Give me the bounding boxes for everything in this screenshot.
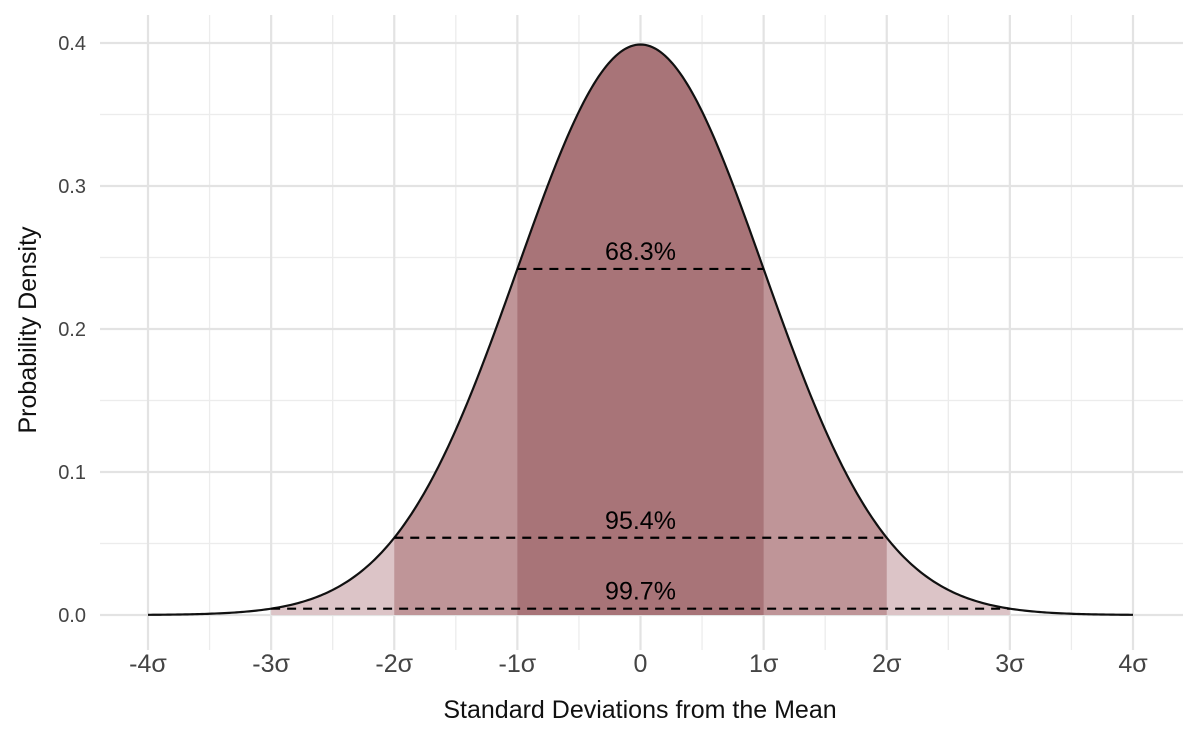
x-tick-label: 0 (634, 650, 648, 678)
y-tick-label: 0.2 (58, 319, 86, 341)
annotations: 68.3% 95.4% 99.7% (271, 238, 1010, 610)
x-tick-label: -4σ (129, 650, 167, 678)
x-tick-label: 1σ (749, 650, 779, 678)
bands (271, 44, 1010, 615)
annotation-label: 99.7% (605, 578, 676, 606)
y-tick-label: 0.4 (58, 33, 86, 55)
y-tick-labels: 0.0 0.1 0.2 0.3 0.4 (58, 33, 86, 627)
y-tick-label: 0.1 (58, 462, 86, 484)
y-tick-label: 0.0 (58, 605, 86, 627)
x-tick-label: 2σ (872, 650, 902, 678)
x-tick-label: -3σ (252, 650, 290, 678)
y-axis-label: Probability Density (14, 226, 42, 434)
band--1-to-1 (517, 44, 764, 615)
x-tick-label: 4σ (1118, 650, 1148, 678)
annotation-label: 68.3% (605, 238, 676, 266)
x-tick-label: -2σ (375, 650, 413, 678)
annotation-label: 95.4% (605, 507, 676, 535)
x-axis-label: Standard Deviations from the Mean (443, 696, 836, 724)
density-curve (147, 43, 1134, 616)
x-tick-labels: -4σ -3σ -2σ -1σ 0 1σ 2σ 3σ 4σ (129, 650, 1148, 678)
y-tick-label: 0.3 (58, 176, 86, 198)
x-tick-label: -1σ (499, 650, 537, 678)
x-tick-label: 3σ (995, 650, 1025, 678)
